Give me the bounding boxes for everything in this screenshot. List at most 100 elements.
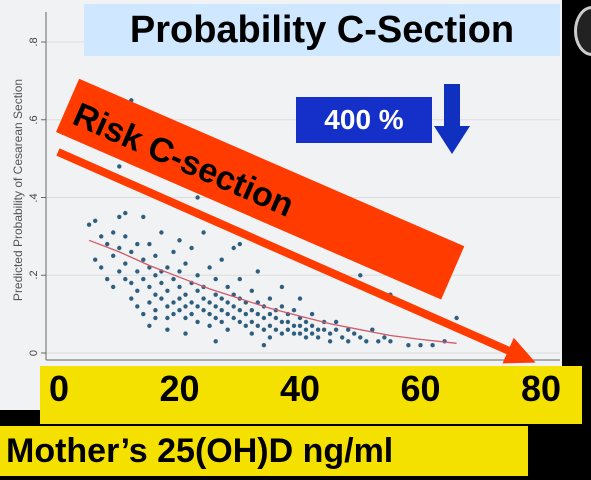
data-point	[297, 323, 303, 328]
percent-badge-background	[296, 97, 432, 143]
data-point	[315, 327, 321, 332]
x-tick-label: 20	[159, 368, 200, 409]
data-point	[207, 300, 212, 305]
data-point	[195, 195, 200, 200]
trend-arrow-shaft	[56, 148, 518, 358]
data-point	[249, 319, 254, 325]
data-point	[237, 319, 242, 325]
data-point	[147, 323, 152, 328]
data-point	[195, 273, 200, 278]
data-point	[93, 257, 98, 262]
x-tick-label: 40	[279, 368, 321, 409]
data-point	[189, 300, 194, 305]
data-point	[195, 288, 200, 293]
data-point	[267, 323, 273, 328]
data-point	[255, 311, 260, 317]
data-point	[346, 339, 351, 344]
y-tick-label: 0	[28, 349, 40, 357]
data-point	[159, 280, 164, 286]
data-point	[153, 315, 158, 321]
data-point	[219, 319, 224, 325]
data-point	[291, 331, 297, 336]
data-point	[153, 308, 158, 313]
data-point	[255, 323, 260, 328]
data-point	[183, 315, 188, 321]
data-point	[291, 308, 297, 313]
data-point	[165, 265, 170, 270]
data-point	[225, 284, 230, 290]
data-point	[213, 276, 218, 282]
data-point	[297, 331, 303, 336]
data-point	[189, 311, 194, 317]
data-point	[303, 319, 309, 325]
data-point	[364, 339, 369, 344]
data-point	[291, 323, 297, 328]
data-point	[147, 241, 152, 247]
data-point	[123, 261, 128, 266]
data-point	[279, 331, 285, 336]
x-tick-label: 60	[400, 368, 441, 409]
data-point	[135, 288, 140, 293]
data-point	[99, 234, 104, 239]
x-axis-label: Mother’s 25(OH)D ng/ml	[6, 432, 394, 470]
risk-banner-shape	[56, 78, 465, 300]
data-point	[93, 218, 98, 223]
data-point	[382, 335, 387, 340]
data-point	[285, 327, 291, 332]
data-point	[321, 327, 327, 332]
data-point	[237, 241, 242, 247]
data-point	[255, 269, 260, 274]
data-point	[358, 335, 363, 340]
down-arrow-icon	[434, 84, 470, 154]
data-point	[123, 276, 128, 282]
data-point	[177, 284, 182, 290]
data-point	[141, 276, 146, 282]
data-point	[267, 311, 273, 317]
data-point	[315, 335, 321, 340]
data-point	[111, 284, 116, 290]
data-points	[86, 98, 459, 348]
y-tick-label: .6	[28, 115, 40, 125]
data-point	[195, 319, 200, 325]
data-point	[333, 319, 339, 325]
data-point	[303, 335, 309, 340]
data-point	[370, 327, 375, 332]
data-point	[454, 315, 459, 321]
data-point	[388, 339, 393, 344]
data-point	[327, 339, 333, 344]
title-background	[84, 4, 560, 56]
data-point	[147, 300, 152, 305]
data-point	[225, 327, 230, 332]
data-point	[279, 319, 285, 325]
data-point	[117, 164, 122, 169]
data-point	[159, 230, 164, 235]
data-point	[340, 335, 345, 340]
data-point	[117, 269, 122, 274]
data-point	[189, 245, 194, 251]
data-point	[333, 327, 339, 332]
data-point	[309, 331, 315, 336]
data-point	[135, 241, 140, 247]
fit-curve	[88, 239, 457, 344]
data-point	[183, 304, 188, 309]
chart-title: Probability C-Section	[129, 9, 515, 51]
data-point	[219, 296, 224, 301]
data-point	[207, 265, 212, 270]
data-point	[309, 323, 315, 328]
data-point	[117, 245, 122, 251]
y-tick-label: .4	[28, 192, 40, 203]
x-tick-label: 0	[48, 368, 70, 409]
data-point	[177, 308, 182, 313]
data-point	[273, 315, 279, 321]
data-point	[303, 327, 309, 332]
data-point	[171, 249, 176, 255]
data-point	[171, 311, 176, 317]
data-point	[111, 230, 116, 235]
data-point	[183, 261, 188, 266]
data-point	[195, 304, 200, 309]
data-point	[153, 292, 158, 297]
data-point	[135, 304, 140, 309]
data-point	[165, 288, 170, 293]
data-point	[279, 284, 285, 290]
data-point	[183, 331, 188, 336]
